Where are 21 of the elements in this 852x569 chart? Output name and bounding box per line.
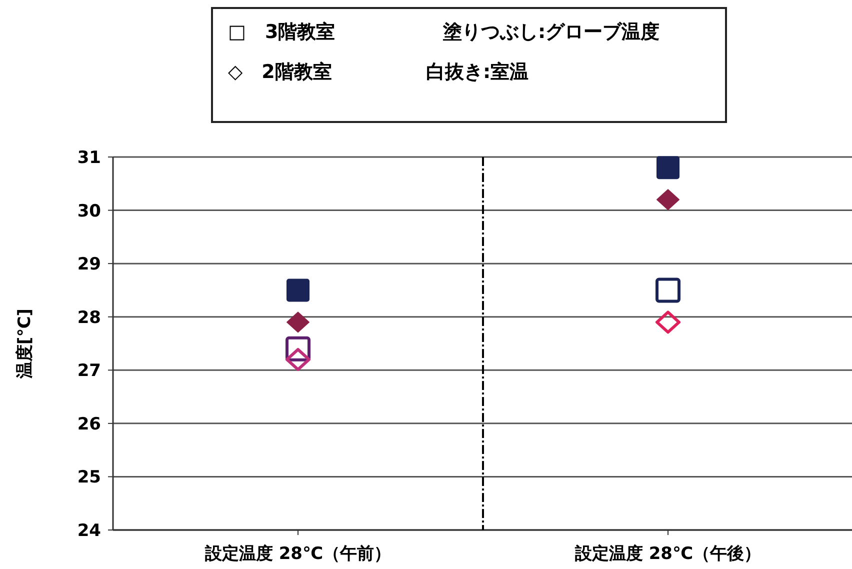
- y-tick-label: 31: [77, 148, 101, 168]
- y-tick-label: 30: [77, 201, 102, 222]
- point: [286, 348, 310, 371]
- x-tick-label: 設定温度 28℃（午後）: [574, 544, 762, 564]
- text: 白抜き:室温: [426, 61, 529, 83]
- y-axis-title: 温度[℃]: [15, 308, 35, 380]
- x-tick-label: 設定温度 28℃（午前）: [204, 544, 392, 564]
- point: [656, 310, 680, 334]
- text: □ 3階教室: [228, 21, 336, 43]
- point: [286, 312, 310, 333]
- y-tick-label: 24: [77, 521, 102, 541]
- y-tick-label: 28: [77, 308, 101, 328]
- text: 塗りつぶし:グローブ温度: [442, 21, 660, 43]
- point: [286, 278, 310, 302]
- point: [656, 189, 680, 210]
- y-tick-label: 25: [77, 468, 101, 488]
- y-tick-label: 26: [77, 414, 101, 434]
- y-tick-label: 29: [77, 254, 101, 275]
- y-tick-label: 27: [77, 361, 101, 382]
- point: [656, 156, 680, 180]
- text: ◇ 2階教室: [228, 61, 332, 83]
